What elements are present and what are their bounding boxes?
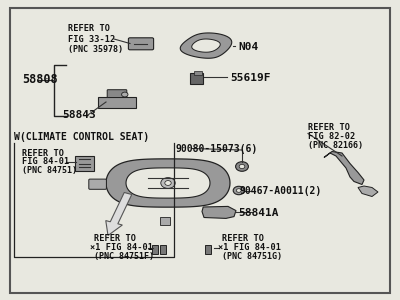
Polygon shape <box>324 152 364 184</box>
Polygon shape <box>202 206 236 218</box>
Polygon shape <box>192 39 220 52</box>
Text: 55619F: 55619F <box>230 73 270 83</box>
Text: FIG 84-01: FIG 84-01 <box>22 158 69 166</box>
Text: FIG 82-02: FIG 82-02 <box>308 132 355 141</box>
Text: FIG 33-12: FIG 33-12 <box>68 34 115 43</box>
Text: (PNC 35978): (PNC 35978) <box>68 45 123 54</box>
Text: REFER TO: REFER TO <box>22 148 64 158</box>
Text: REFER TO: REFER TO <box>68 24 110 33</box>
Circle shape <box>161 178 175 188</box>
Polygon shape <box>106 193 132 236</box>
FancyBboxPatch shape <box>190 73 203 84</box>
Text: (PNC 84751F): (PNC 84751F) <box>94 252 154 261</box>
Text: REFER TO: REFER TO <box>308 123 350 132</box>
Text: REFER TO: REFER TO <box>222 234 264 243</box>
Circle shape <box>236 189 241 192</box>
Text: (PNC 84751G): (PNC 84751G) <box>222 252 282 261</box>
FancyBboxPatch shape <box>98 97 136 108</box>
Polygon shape <box>106 159 230 207</box>
FancyBboxPatch shape <box>107 90 127 98</box>
Polygon shape <box>180 33 232 58</box>
Circle shape <box>233 186 244 195</box>
Text: 58843: 58843 <box>62 110 96 121</box>
Text: W(CLIMATE CONTROL SEAT): W(CLIMATE CONTROL SEAT) <box>14 131 149 142</box>
Text: (PNC 84751): (PNC 84751) <box>22 167 77 176</box>
Text: REFER TO: REFER TO <box>94 234 136 243</box>
Text: 58808: 58808 <box>22 73 58 86</box>
Text: 90080-15073(6): 90080-15073(6) <box>176 143 258 154</box>
FancyBboxPatch shape <box>152 245 158 254</box>
Text: 58841A: 58841A <box>238 208 278 218</box>
FancyBboxPatch shape <box>194 71 202 75</box>
Text: ×1 FIG 84-01: ×1 FIG 84-01 <box>90 243 153 252</box>
FancyBboxPatch shape <box>205 245 211 254</box>
FancyBboxPatch shape <box>75 156 94 171</box>
FancyBboxPatch shape <box>160 245 166 254</box>
Text: 90467-A0011(2): 90467-A0011(2) <box>240 185 322 196</box>
Circle shape <box>236 162 248 171</box>
Text: ×1 FIG 84-01: ×1 FIG 84-01 <box>218 243 281 252</box>
Circle shape <box>122 92 128 97</box>
Circle shape <box>165 181 171 185</box>
FancyBboxPatch shape <box>89 179 106 189</box>
Polygon shape <box>358 186 378 196</box>
FancyBboxPatch shape <box>128 38 154 50</box>
Circle shape <box>239 164 245 169</box>
Text: (PNC 82166): (PNC 82166) <box>308 141 363 150</box>
FancyBboxPatch shape <box>160 217 170 225</box>
Text: N04: N04 <box>238 41 258 52</box>
Polygon shape <box>126 168 210 198</box>
